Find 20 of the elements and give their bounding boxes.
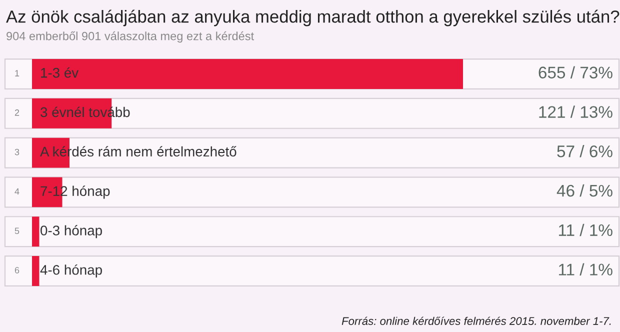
text: 2 — [14, 109, 20, 116]
chart-title: Az önök családjában az anyuka meddig maradt otthon a gyerekkel szülés után? — [6, 10, 620, 26]
data-label: 46 / 5% — [556, 184, 612, 197]
bar — [32, 216, 40, 247]
y-tick-label: 1-3 év — [41, 67, 79, 78]
text: 4 — [14, 188, 20, 195]
data-label: 11 / 1% — [558, 224, 612, 236]
text: 5 — [14, 228, 20, 234]
data-label: 121 / 13% — [539, 106, 612, 118]
text: 1 — [15, 70, 20, 76]
data-label: 57 / 6% — [557, 145, 612, 158]
data-label: 655 / 73% — [538, 66, 612, 78]
y-tick-label: 4-6 hónap — [40, 264, 102, 278]
text: Forrás: online kérdőíves felmérés 2015. november 1-7. — [342, 316, 611, 325]
chart-subtitle: 904 emberből 901 válaszolta meg ezt a kérdést — [6, 31, 254, 43]
text: 3 — [14, 148, 20, 156]
y-tick-label: 0-3 hónap — [40, 225, 102, 238]
bar — [32, 256, 40, 286]
data-label: 11 / 1% — [558, 263, 612, 276]
text: 6 — [14, 267, 20, 274]
